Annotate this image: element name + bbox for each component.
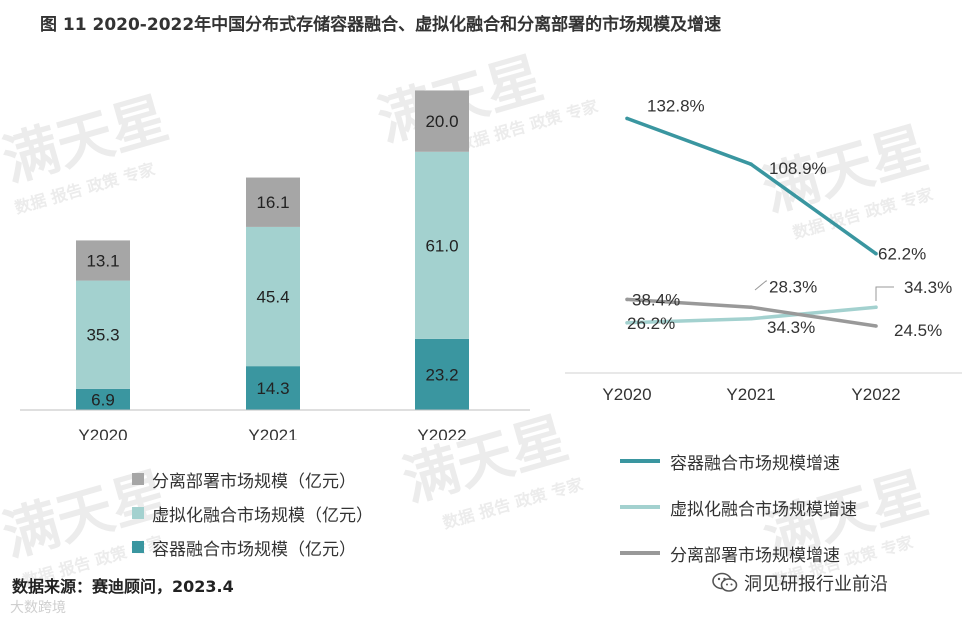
legend-swatch (132, 541, 144, 553)
bar-legend: 分离部署市场规模（亿元） 虚拟化融合市场规模（亿元） 容器融合市场规模（亿元） (132, 462, 373, 564)
series-point (874, 305, 878, 310)
series-point (625, 297, 629, 302)
bar-value-label: 20.0 (425, 112, 458, 131)
series-point (625, 116, 629, 121)
bar-segment (76, 388, 130, 410)
data-label: 34.3% (904, 278, 952, 297)
legend-line (620, 505, 660, 509)
legend-label: 容器融合市场规模增速 (670, 453, 840, 474)
bar-value-label: 61.0 (425, 236, 458, 255)
legend-item-container: 容器融合市场规模（亿元） (132, 530, 373, 564)
label-leader-line (754, 280, 767, 291)
bar-segment (415, 151, 469, 339)
data-label: 28.3% (769, 278, 817, 297)
line-legend: 容器融合市场规模增速 虚拟化融合市场规模增速 分离部署市场规模增速 (620, 438, 857, 576)
legend-label: 分离部署市场规模增速 (670, 545, 840, 566)
series-point (874, 251, 878, 256)
bar-value-label: 13.1 (86, 252, 119, 271)
x-tick-label: Y2020 (602, 385, 651, 404)
wechat-attribution: 洞见研报行业前沿 (712, 570, 888, 596)
x-tick-label: Y2022 (417, 426, 466, 440)
brand-logo-text: 大数跨境 (10, 600, 66, 616)
legend-swatch (132, 473, 144, 485)
data-label: 24.5% (894, 321, 942, 340)
bar-segment (246, 226, 300, 367)
data-label: 38.4% (632, 290, 680, 309)
legend-label: 分离部署市场规模（亿元） (152, 471, 356, 492)
data-label: 34.3% (767, 318, 815, 337)
bar-value-label: 35.3 (86, 326, 119, 345)
series-line (626, 116, 878, 256)
bar-value-label: 16.1 (256, 193, 289, 212)
legend-item-virtualization: 虚拟化融合市场规模（亿元） (132, 496, 373, 530)
line-chart: Y2020 Y2021 Y2022 132.8% 108.9% 62.2% 26.2% 28.… (565, 96, 962, 404)
data-label: 132.8% (647, 96, 705, 115)
legend-item-separated: 分离部署市场规模（亿元） (132, 462, 373, 496)
data-label: 26.2% (627, 314, 675, 333)
bar-value-label: 14.3 (256, 379, 289, 398)
series-point (749, 162, 753, 166)
bar-value-label: 6.9 (91, 390, 115, 409)
data-label: 108.9% (769, 159, 827, 178)
legend-item-virtualization-growth: 虚拟化融合市场规模增速 (620, 484, 857, 530)
data-source: 数据来源：赛迪顾问，2023.4 (12, 577, 234, 596)
series-point (749, 305, 753, 310)
wechat-account-name: 洞见研报行业前沿 (744, 574, 888, 595)
wechat-icon (712, 572, 738, 592)
watermark-slogan: 数据 报告 政策 专家 (440, 474, 585, 533)
bar-value-label: 23.2 (425, 365, 458, 384)
combined-chart: 6.9 35.3 13.1 Y2020 14.3 45.4 16.1 Y2021 23.2 61.… (20, 90, 962, 440)
legend-line (620, 459, 660, 463)
series-point (749, 316, 753, 321)
bar-segment (415, 338, 469, 410)
x-tick-label: Y2022 (851, 385, 900, 404)
bar-value-label: 45.4 (256, 288, 289, 307)
bar-segment (415, 90, 469, 152)
chart-title: 图 11 2020-2022年中国分布式存储容器融合、虚拟化融合和分离部署的市场… (40, 15, 722, 35)
bar-segment (76, 240, 130, 281)
data-label: 62.2% (878, 245, 926, 264)
label-leader-line (875, 286, 894, 301)
series-point (625, 321, 629, 325)
legend-swatch (132, 507, 144, 519)
x-tick-label: Y2021 (248, 426, 297, 440)
legend-item-separated-growth: 分离部署市场规模增速 (620, 530, 857, 576)
legend-label: 虚拟化融合市场规模（亿元） (152, 505, 373, 526)
bar-segment (246, 366, 300, 410)
series-point (874, 324, 878, 328)
legend-line (620, 551, 660, 555)
x-tick-label: Y2021 (726, 385, 775, 404)
legend-item-container-growth: 容器融合市场规模增速 (620, 438, 857, 484)
bar-segment (76, 280, 130, 389)
stacked-bar-chart: 6.9 35.3 13.1 Y2020 14.3 45.4 16.1 Y2021 23.2 61.… (20, 90, 530, 440)
x-tick-label: Y2020 (78, 426, 127, 440)
legend-label: 容器融合市场规模（亿元） (152, 539, 356, 560)
legend-label: 虚拟化融合市场规模增速 (670, 499, 857, 520)
bar-segment (246, 177, 300, 227)
